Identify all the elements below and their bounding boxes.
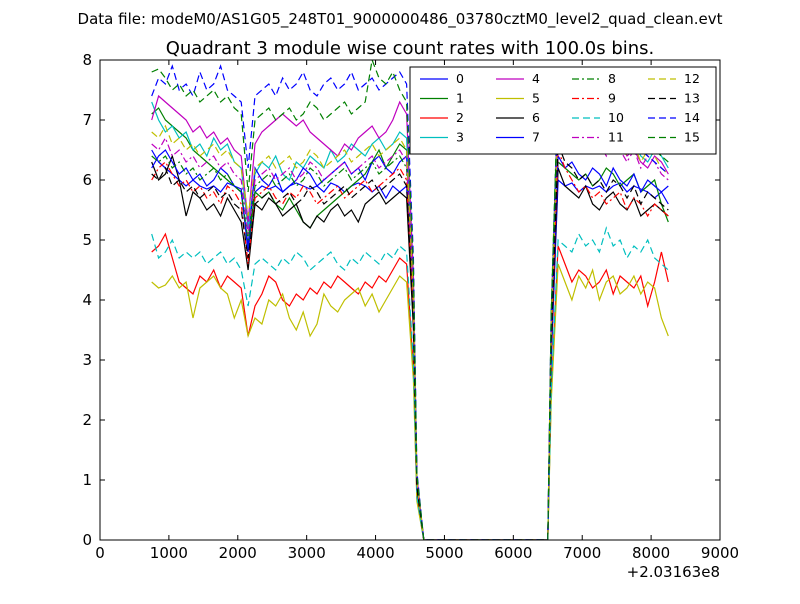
series-line-6 [151, 154, 669, 540]
legend-item-6: 6 [496, 110, 540, 125]
legend-label: 6 [532, 110, 540, 125]
legend-label: 12 [684, 71, 700, 86]
legend-label: 5 [532, 91, 540, 106]
y-tick-label: 4 [82, 291, 92, 309]
legend-label: 15 [684, 130, 700, 145]
legend-label: 11 [608, 130, 624, 145]
series-line-0 [151, 149, 669, 540]
x-tick-label: 3000 [288, 544, 326, 562]
plot-area [151, 60, 669, 540]
legend-label: 7 [532, 130, 540, 145]
legend-item-4: 4 [496, 71, 540, 86]
series-line-7 [151, 149, 669, 540]
x-tick-label: 8000 [632, 544, 670, 562]
legend-item-13: 13 [648, 91, 700, 106]
y-tick-label: 6 [82, 171, 92, 189]
legend-label: 13 [684, 91, 700, 106]
series-line-1 [151, 107, 669, 540]
series-line-8 [151, 82, 669, 540]
x-tick-label: 5000 [425, 544, 463, 562]
series-line-10 [151, 226, 669, 540]
x-tick-label: 6000 [494, 544, 532, 562]
legend-item-11: 11 [572, 130, 624, 145]
legend-label: 3 [456, 130, 464, 145]
chart-title: Quadrant 3 module wise count rates with … [166, 38, 655, 59]
y-tick-label: 0 [82, 531, 92, 549]
y-tick-label: 3 [82, 351, 92, 369]
legend-label: 4 [532, 71, 540, 86]
y-tick-label: 8 [82, 51, 92, 69]
legend-label: 8 [608, 71, 616, 86]
legend-item-0: 0 [420, 71, 464, 86]
y-tick-label: 1 [82, 471, 92, 489]
x-tick-label: 2000 [219, 544, 257, 562]
y-tick-label: 7 [82, 111, 92, 129]
legend-item-15: 15 [648, 130, 700, 145]
legend-item-3: 3 [420, 130, 464, 145]
x-tick-label: 7000 [563, 544, 601, 562]
x-tick-label: 0 [95, 544, 105, 562]
legend-item-7: 7 [496, 130, 540, 145]
series-line-13 [151, 143, 669, 540]
legend-item-12: 12 [648, 71, 700, 86]
legend-item-8: 8 [572, 71, 616, 86]
series-line-5 [151, 263, 669, 540]
data-file-label: Data file: modeM0/AS1G05_248T01_90000004… [78, 10, 723, 29]
x-tick-label: 4000 [356, 544, 394, 562]
x-offset-label: +2.03163e8 [627, 563, 720, 581]
y-tick-label: 2 [82, 411, 92, 429]
axes: 0 1000 2000 3000 4000 5000 6000 7000 8000 9000012… [82, 51, 739, 562]
legend-label: 2 [456, 110, 464, 125]
legend-item-1: 1 [420, 91, 464, 106]
legend-item-5: 5 [496, 91, 540, 106]
y-tick-label: 5 [82, 231, 92, 249]
legend-label: 14 [684, 110, 700, 125]
x-tick-label: 1000 [150, 544, 188, 562]
legend-box [409, 66, 717, 155]
legend-label: 0 [456, 71, 464, 86]
legend-item-9: 9 [572, 91, 616, 106]
legend-item-14: 14 [648, 110, 700, 125]
legend-item-10: 10 [572, 110, 624, 125]
legend-label: 9 [608, 91, 616, 106]
series-line-2 [151, 232, 669, 540]
legend-label: 10 [608, 110, 624, 125]
legend-item-2: 2 [420, 110, 464, 125]
x-tick-label: 9000 [701, 544, 739, 562]
legend-label: 1 [456, 91, 464, 106]
